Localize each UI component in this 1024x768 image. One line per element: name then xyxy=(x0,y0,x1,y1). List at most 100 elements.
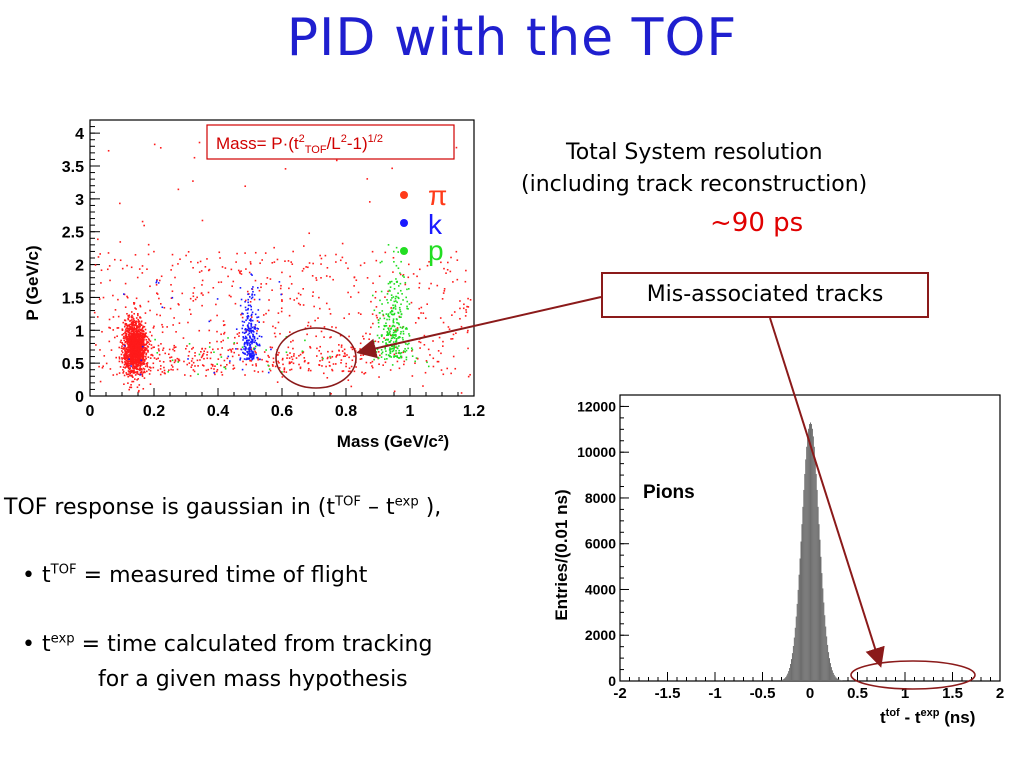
pion-point xyxy=(206,357,209,360)
pion-point xyxy=(226,363,228,366)
pion-point xyxy=(130,356,133,358)
pion-point xyxy=(467,297,469,300)
pion-point xyxy=(124,324,127,326)
kaon-point xyxy=(251,338,254,341)
pion-point xyxy=(124,337,126,339)
pion-point xyxy=(132,322,134,325)
pion-point xyxy=(138,323,140,326)
pion-point xyxy=(326,357,329,360)
pion-point xyxy=(123,319,126,321)
pion-point xyxy=(119,341,122,343)
kaon-point xyxy=(250,314,253,317)
pion-point xyxy=(158,279,161,282)
pion-point xyxy=(331,369,334,372)
proton-point xyxy=(252,348,255,350)
pion-point xyxy=(130,319,133,321)
kaon-point xyxy=(248,354,251,356)
proton-point xyxy=(401,293,403,295)
pion-point xyxy=(132,364,135,366)
kaon-point xyxy=(250,297,253,300)
pion-point xyxy=(123,335,125,338)
pion-point xyxy=(143,360,146,362)
pion-point xyxy=(139,348,142,350)
kaon-point xyxy=(250,308,253,311)
pion-point xyxy=(221,374,224,376)
pion-point xyxy=(233,351,236,354)
pion-point xyxy=(136,276,139,279)
proton-point xyxy=(390,299,392,301)
pion-point xyxy=(146,362,149,364)
pion-point xyxy=(132,338,134,340)
kaon-point xyxy=(216,298,219,300)
pion-point xyxy=(414,322,417,324)
proton-point xyxy=(208,346,211,348)
pion-point xyxy=(216,368,219,371)
pion-point xyxy=(359,358,362,360)
pion-point xyxy=(424,317,427,320)
pion-point xyxy=(146,349,149,352)
kaon-point xyxy=(140,359,143,362)
proton-point xyxy=(322,357,324,360)
proton-point xyxy=(401,327,404,329)
proton-point xyxy=(216,363,219,365)
pion-point xyxy=(145,332,147,334)
pion-point xyxy=(141,332,144,334)
y-tick-label: 0 xyxy=(75,389,84,406)
pion-point xyxy=(190,360,193,362)
pion-point xyxy=(132,349,135,351)
pion-point xyxy=(439,317,442,319)
pion-point xyxy=(130,361,132,364)
pion-point xyxy=(133,354,136,357)
pion-point xyxy=(126,362,129,365)
pion-point xyxy=(450,256,452,259)
pion-point xyxy=(371,366,374,369)
pion-point xyxy=(138,347,140,349)
proton-point xyxy=(388,316,391,318)
pion-point xyxy=(130,311,133,313)
kaon-point xyxy=(244,327,247,330)
proton-point xyxy=(329,355,331,358)
pion-point xyxy=(145,347,148,350)
pion-point xyxy=(161,331,164,334)
pion-point xyxy=(128,350,130,352)
pion-point xyxy=(466,305,468,308)
pion-point xyxy=(368,338,370,341)
pion-point xyxy=(128,337,131,340)
pion-point xyxy=(134,335,137,337)
pion-point xyxy=(224,267,227,269)
pion-point xyxy=(348,356,350,359)
kaon-point xyxy=(259,358,261,361)
pion-point xyxy=(440,369,443,371)
proton-point xyxy=(403,350,405,352)
kaon-point xyxy=(247,333,249,336)
pion-point xyxy=(207,291,210,294)
pion-point xyxy=(207,368,209,371)
proton-point xyxy=(386,358,388,360)
proton-point xyxy=(405,349,408,352)
pion-point xyxy=(364,346,367,348)
histogram-bar xyxy=(813,446,815,681)
pion-point xyxy=(216,330,218,333)
pion-point xyxy=(236,333,239,335)
pion-point xyxy=(149,357,152,359)
pion-point xyxy=(127,360,130,363)
pion-point xyxy=(459,300,461,302)
proton-point xyxy=(389,311,392,314)
pion-point xyxy=(263,351,266,353)
kaon-point xyxy=(252,357,255,360)
pion-point xyxy=(159,373,162,376)
pion-point xyxy=(127,327,129,330)
pion-point xyxy=(143,338,145,341)
kaon-point xyxy=(248,322,250,324)
pion-point xyxy=(125,357,127,360)
pion-point xyxy=(156,292,158,294)
pion-point xyxy=(290,361,293,363)
histogram-bar xyxy=(798,574,800,681)
proton-point xyxy=(388,332,391,334)
pion-point xyxy=(130,359,132,362)
proton-point xyxy=(403,276,405,278)
pion-point xyxy=(418,338,421,340)
pion-point xyxy=(126,330,128,333)
pion-point xyxy=(422,312,425,314)
proton-point xyxy=(390,280,393,283)
